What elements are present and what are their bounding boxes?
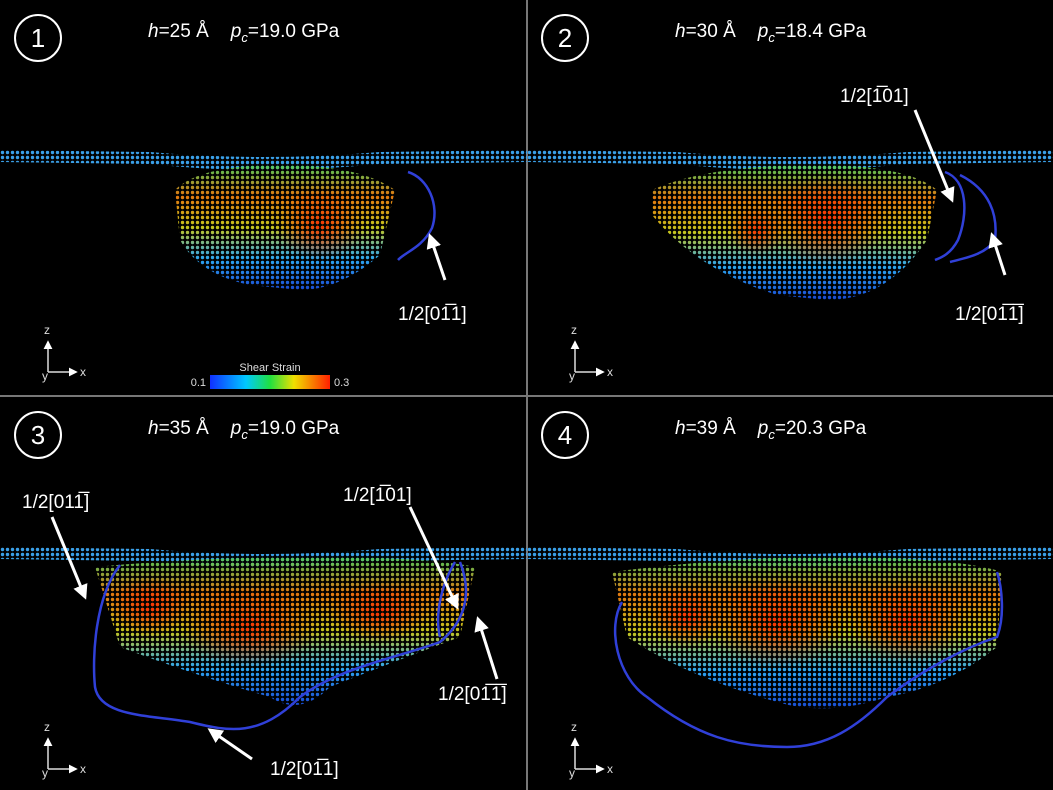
high-strain-region [330,582,430,642]
h-symbol: h [148,21,159,42]
p-value: =18.4 GPa [775,21,867,42]
p-symbol: p [230,21,242,42]
h-value: =35 Å [159,418,210,439]
panel-number: 4 [558,420,572,450]
high-strain-region [180,587,320,667]
h-symbol: h [148,418,159,439]
axis-y-label: y [42,766,48,780]
high-strain-region [727,205,787,255]
colorbar-scale [210,375,330,389]
burgers-label: 1/2[01̅1] [270,759,339,780]
figure: 1h=25 Åpc=19.0 GPa1/2[01̅1]zxy2h=30 Åpc=… [0,0,1053,790]
h-value: =25 Å [159,21,210,42]
p-value: =19.0 GPa [248,418,340,439]
burgers-label: 1/2[1̅01] [840,86,909,107]
colorbar-min: 0.1 [191,377,206,389]
h-value: =30 Å [686,21,737,42]
h-value: =39 Å [686,418,737,439]
burgers-label: 1/2[01̅1] [398,304,467,325]
axis-z-label: z [44,323,50,337]
panel-number: 3 [31,420,45,450]
p-value: =20.3 GPa [775,418,867,439]
axis-z-label: z [571,323,577,337]
axis-y-label: y [42,369,48,383]
panel-number: 2 [558,23,572,53]
panel-number: 1 [31,23,45,53]
p-symbol: p [757,418,769,439]
high-strain-region [707,577,847,667]
burgers-label: 1/2[01̅1̅] [955,304,1024,325]
high-strain-region [275,190,365,260]
high-strain-region [847,582,967,662]
axis-y-label: y [569,369,575,383]
axis-z-label: z [571,720,577,734]
axis-y-label: y [569,766,575,780]
colorbar-max: 0.3 [334,377,349,389]
axis-x-label: x [80,365,86,379]
p-value: =19.0 GPa [248,21,340,42]
burgers-label: 1/2[01̅1̅] [438,684,507,705]
burgers-label: 1/2[011̅] [22,492,90,513]
axis-x-label: x [607,365,613,379]
burgers-label: 1/2[1̅01] [343,485,412,506]
h-symbol: h [675,418,686,439]
axis-x-label: x [80,762,86,776]
p-symbol: p [757,21,769,42]
high-strain-region [647,587,727,647]
h-symbol: h [675,21,686,42]
colorbar-title: Shear Strain [239,362,300,374]
axis-z-label: z [44,720,50,734]
high-strain-region [767,175,887,265]
high-strain-region [110,577,190,637]
p-symbol: p [230,418,242,439]
axis-x-label: x [607,762,613,776]
